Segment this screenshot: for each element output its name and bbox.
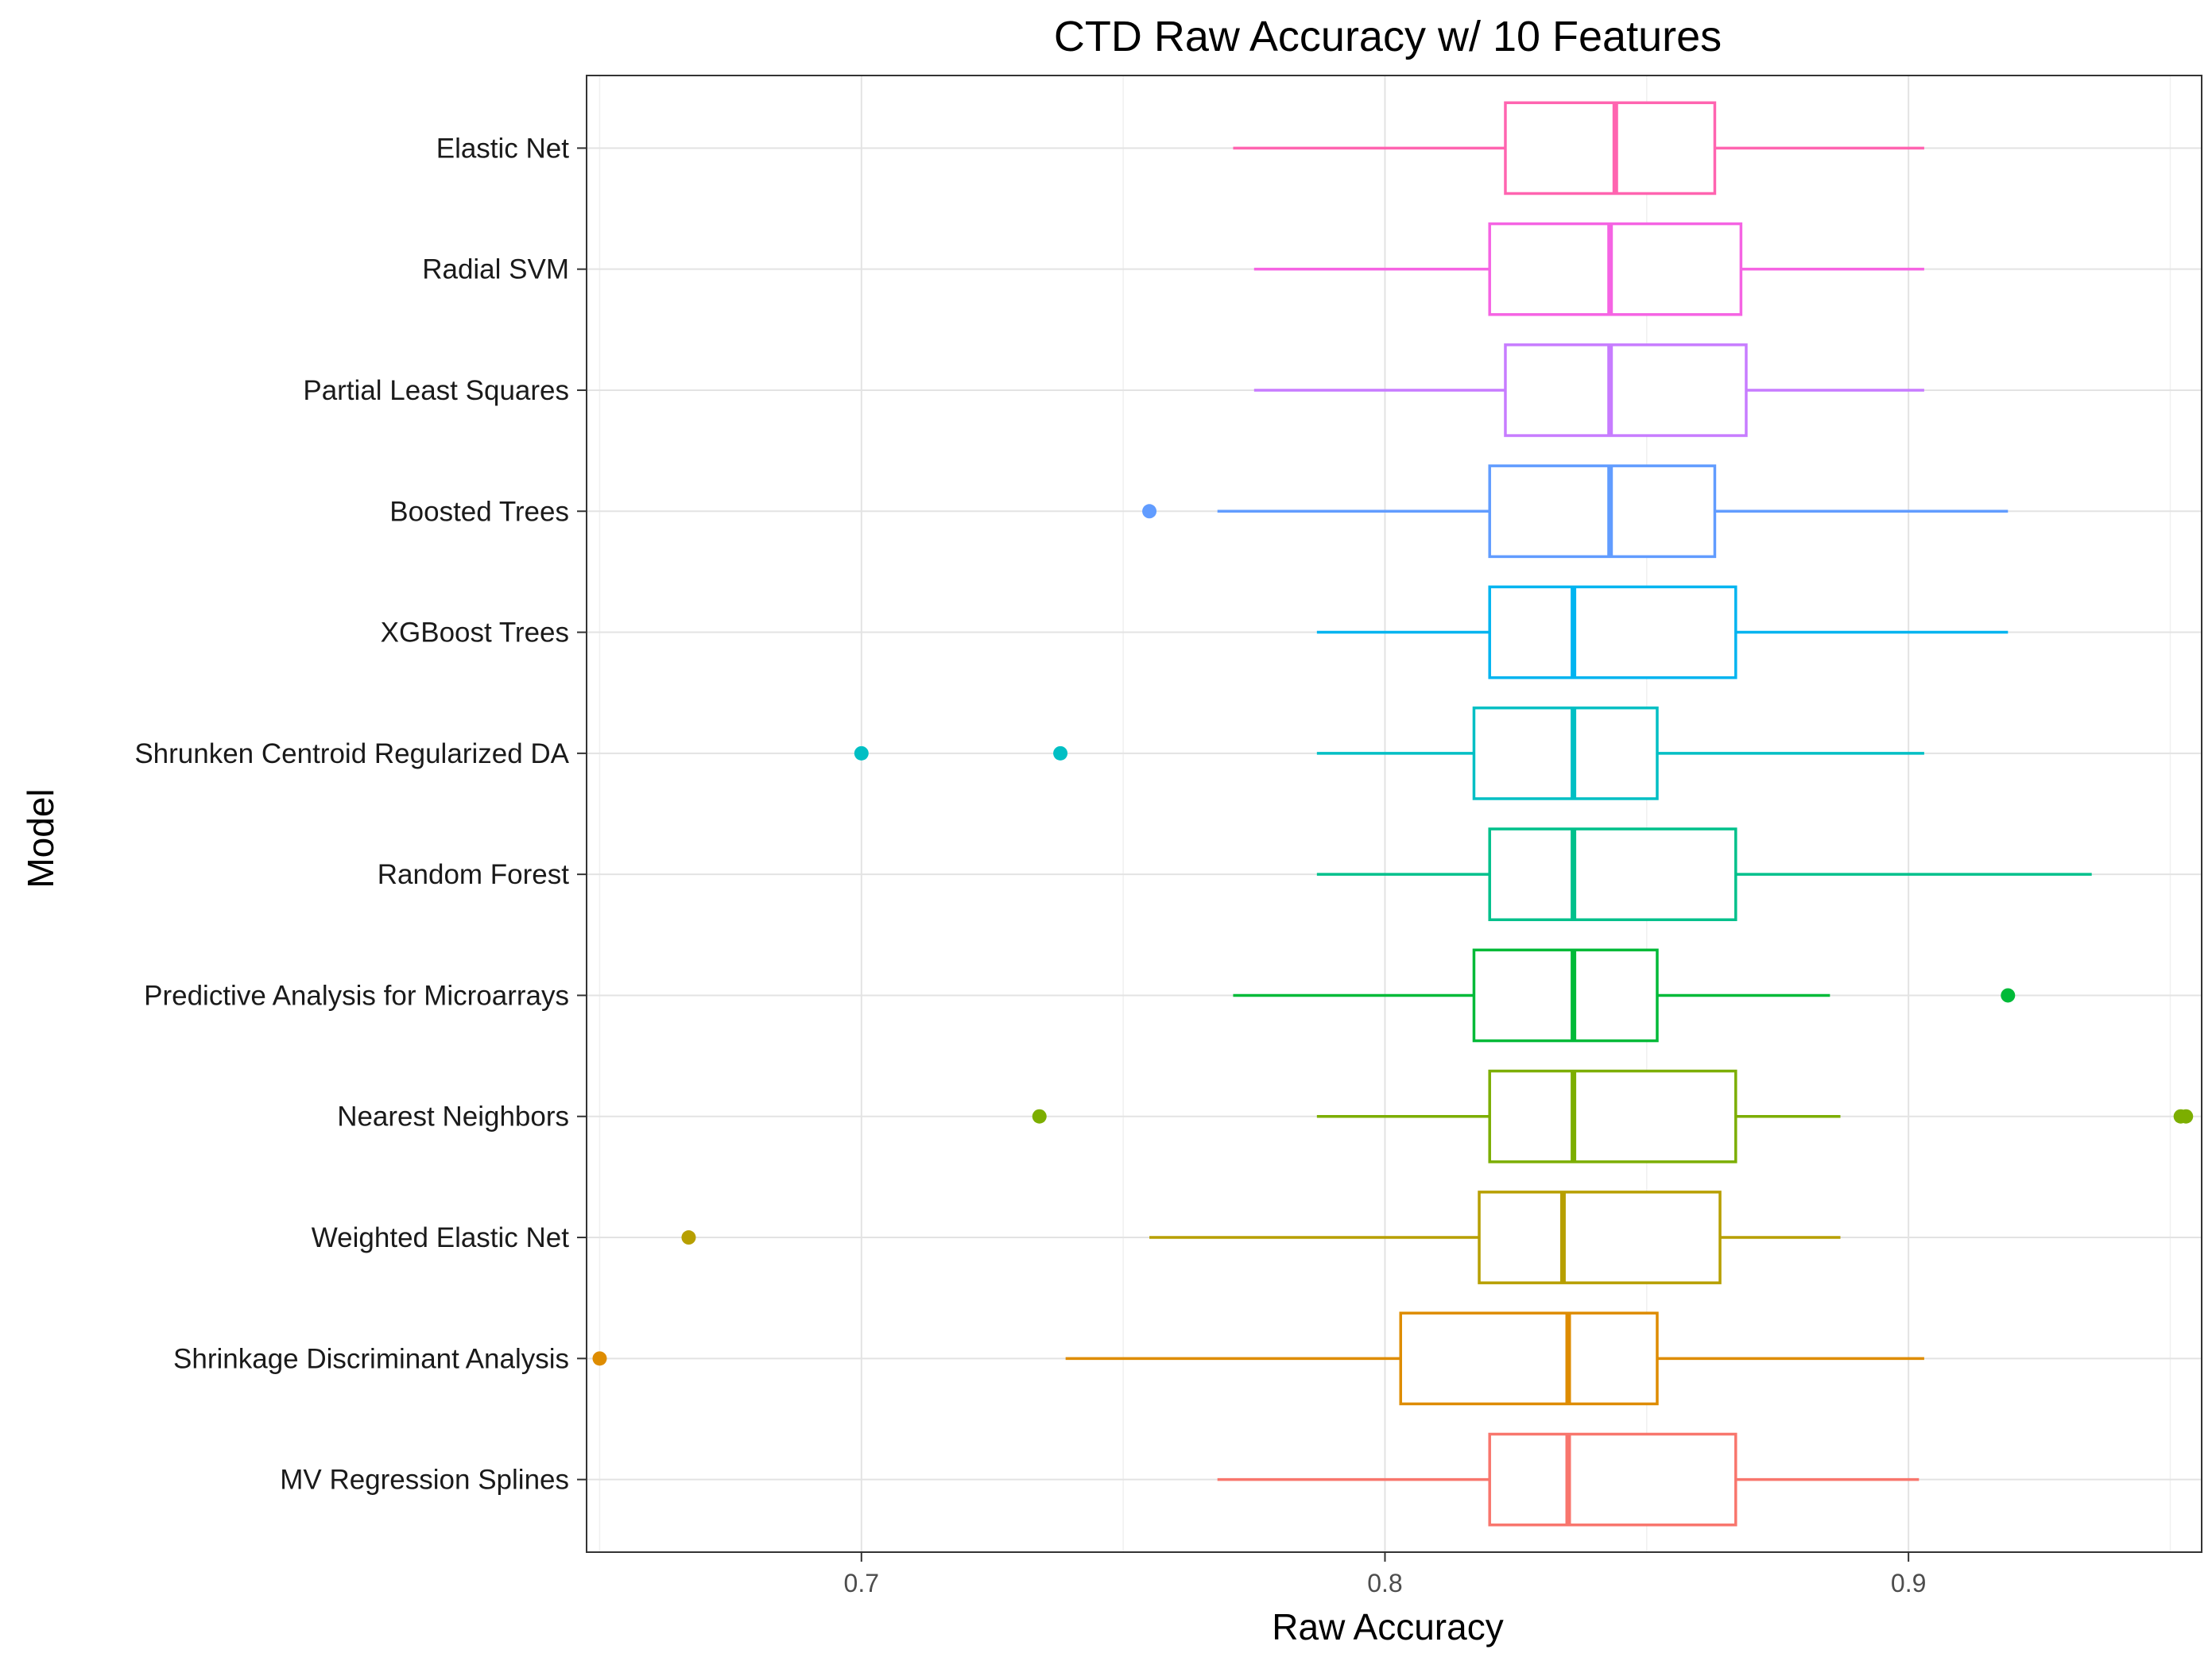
box-iqr bbox=[1504, 101, 1717, 196]
box-iqr bbox=[1472, 948, 1659, 1043]
category-label: Shrinkage Discriminant Analysis bbox=[173, 1343, 569, 1374]
outlier-point bbox=[2179, 1109, 2194, 1124]
category-label: Shrunken Centroid Regularized DA bbox=[134, 738, 569, 769]
category-label: Random Forest bbox=[378, 859, 569, 890]
y-axis-title: Model bbox=[20, 788, 61, 888]
box-iqr bbox=[1488, 222, 1743, 316]
outlier-point bbox=[1053, 745, 1068, 761]
box-iqr bbox=[1472, 706, 1659, 800]
panel-border bbox=[586, 75, 2202, 1553]
box-iqr bbox=[1488, 464, 1717, 559]
category-label: Elastic Net bbox=[436, 133, 570, 164]
category-label: Nearest Neighbors bbox=[337, 1102, 569, 1133]
category-label: Partial Least Squares bbox=[303, 375, 569, 406]
outlier-point bbox=[592, 1351, 607, 1366]
category-label: Radial SVM bbox=[422, 254, 569, 285]
boxplot-xgboost-trees bbox=[1316, 585, 2009, 680]
outlier-point bbox=[854, 745, 869, 761]
x-axis-title: Raw Accuracy bbox=[1272, 1606, 1503, 1648]
box-iqr bbox=[1478, 1191, 1722, 1284]
boxplot-predictive-analysis-for-microarrays bbox=[1233, 948, 2016, 1043]
category-label: XGBoost Trees bbox=[381, 618, 569, 649]
box-iqr bbox=[1399, 1311, 1659, 1406]
category-label: Weighted Elastic Net bbox=[312, 1222, 570, 1253]
box-iqr bbox=[1488, 1432, 1737, 1527]
axis-labels: MV Regression Splines Shrinkage Discrimin… bbox=[134, 133, 1926, 1597]
box-iqr bbox=[1488, 585, 1737, 680]
outlier-point bbox=[1142, 504, 1157, 519]
outlier-point bbox=[2001, 988, 2016, 1003]
plot-area bbox=[586, 75, 2202, 1553]
boxplot-elastic-net bbox=[1233, 101, 1924, 196]
x-tick-label: 0.7 bbox=[844, 1569, 879, 1597]
boxplot-weighted-elastic-net bbox=[681, 1191, 1841, 1284]
category-label: Predictive Analysis for Microarrays bbox=[144, 980, 569, 1011]
boxplot-radial-svm bbox=[1253, 222, 1924, 316]
boxplot-shrunken-centroid-regularized-da bbox=[854, 706, 1924, 800]
outlier-point bbox=[1032, 1109, 1047, 1124]
category-label: Boosted Trees bbox=[389, 496, 569, 527]
box-iqr bbox=[1504, 343, 1748, 437]
chart-title: CTD Raw Accuracy w/ 10 Features bbox=[1054, 13, 1722, 60]
x-tick-label: 0.9 bbox=[1891, 1569, 1926, 1597]
boxplot-random-forest bbox=[1316, 827, 2092, 922]
box-iqr bbox=[1488, 1069, 1737, 1164]
outlier-point bbox=[681, 1230, 696, 1245]
boxplot-partial-least-squares bbox=[1253, 343, 1924, 437]
boxplot-shrinkage-discriminant-analysis bbox=[592, 1311, 1924, 1406]
box-iqr bbox=[1488, 827, 1737, 922]
boxplot-boosted-trees bbox=[1142, 464, 2009, 559]
category-label: MV Regression Splines bbox=[280, 1465, 569, 1496]
boxplot-nearest-neighbors bbox=[1032, 1069, 2194, 1164]
boxplot-mv-regression-splines bbox=[1217, 1432, 1920, 1527]
x-tick-label: 0.8 bbox=[1367, 1569, 1402, 1597]
